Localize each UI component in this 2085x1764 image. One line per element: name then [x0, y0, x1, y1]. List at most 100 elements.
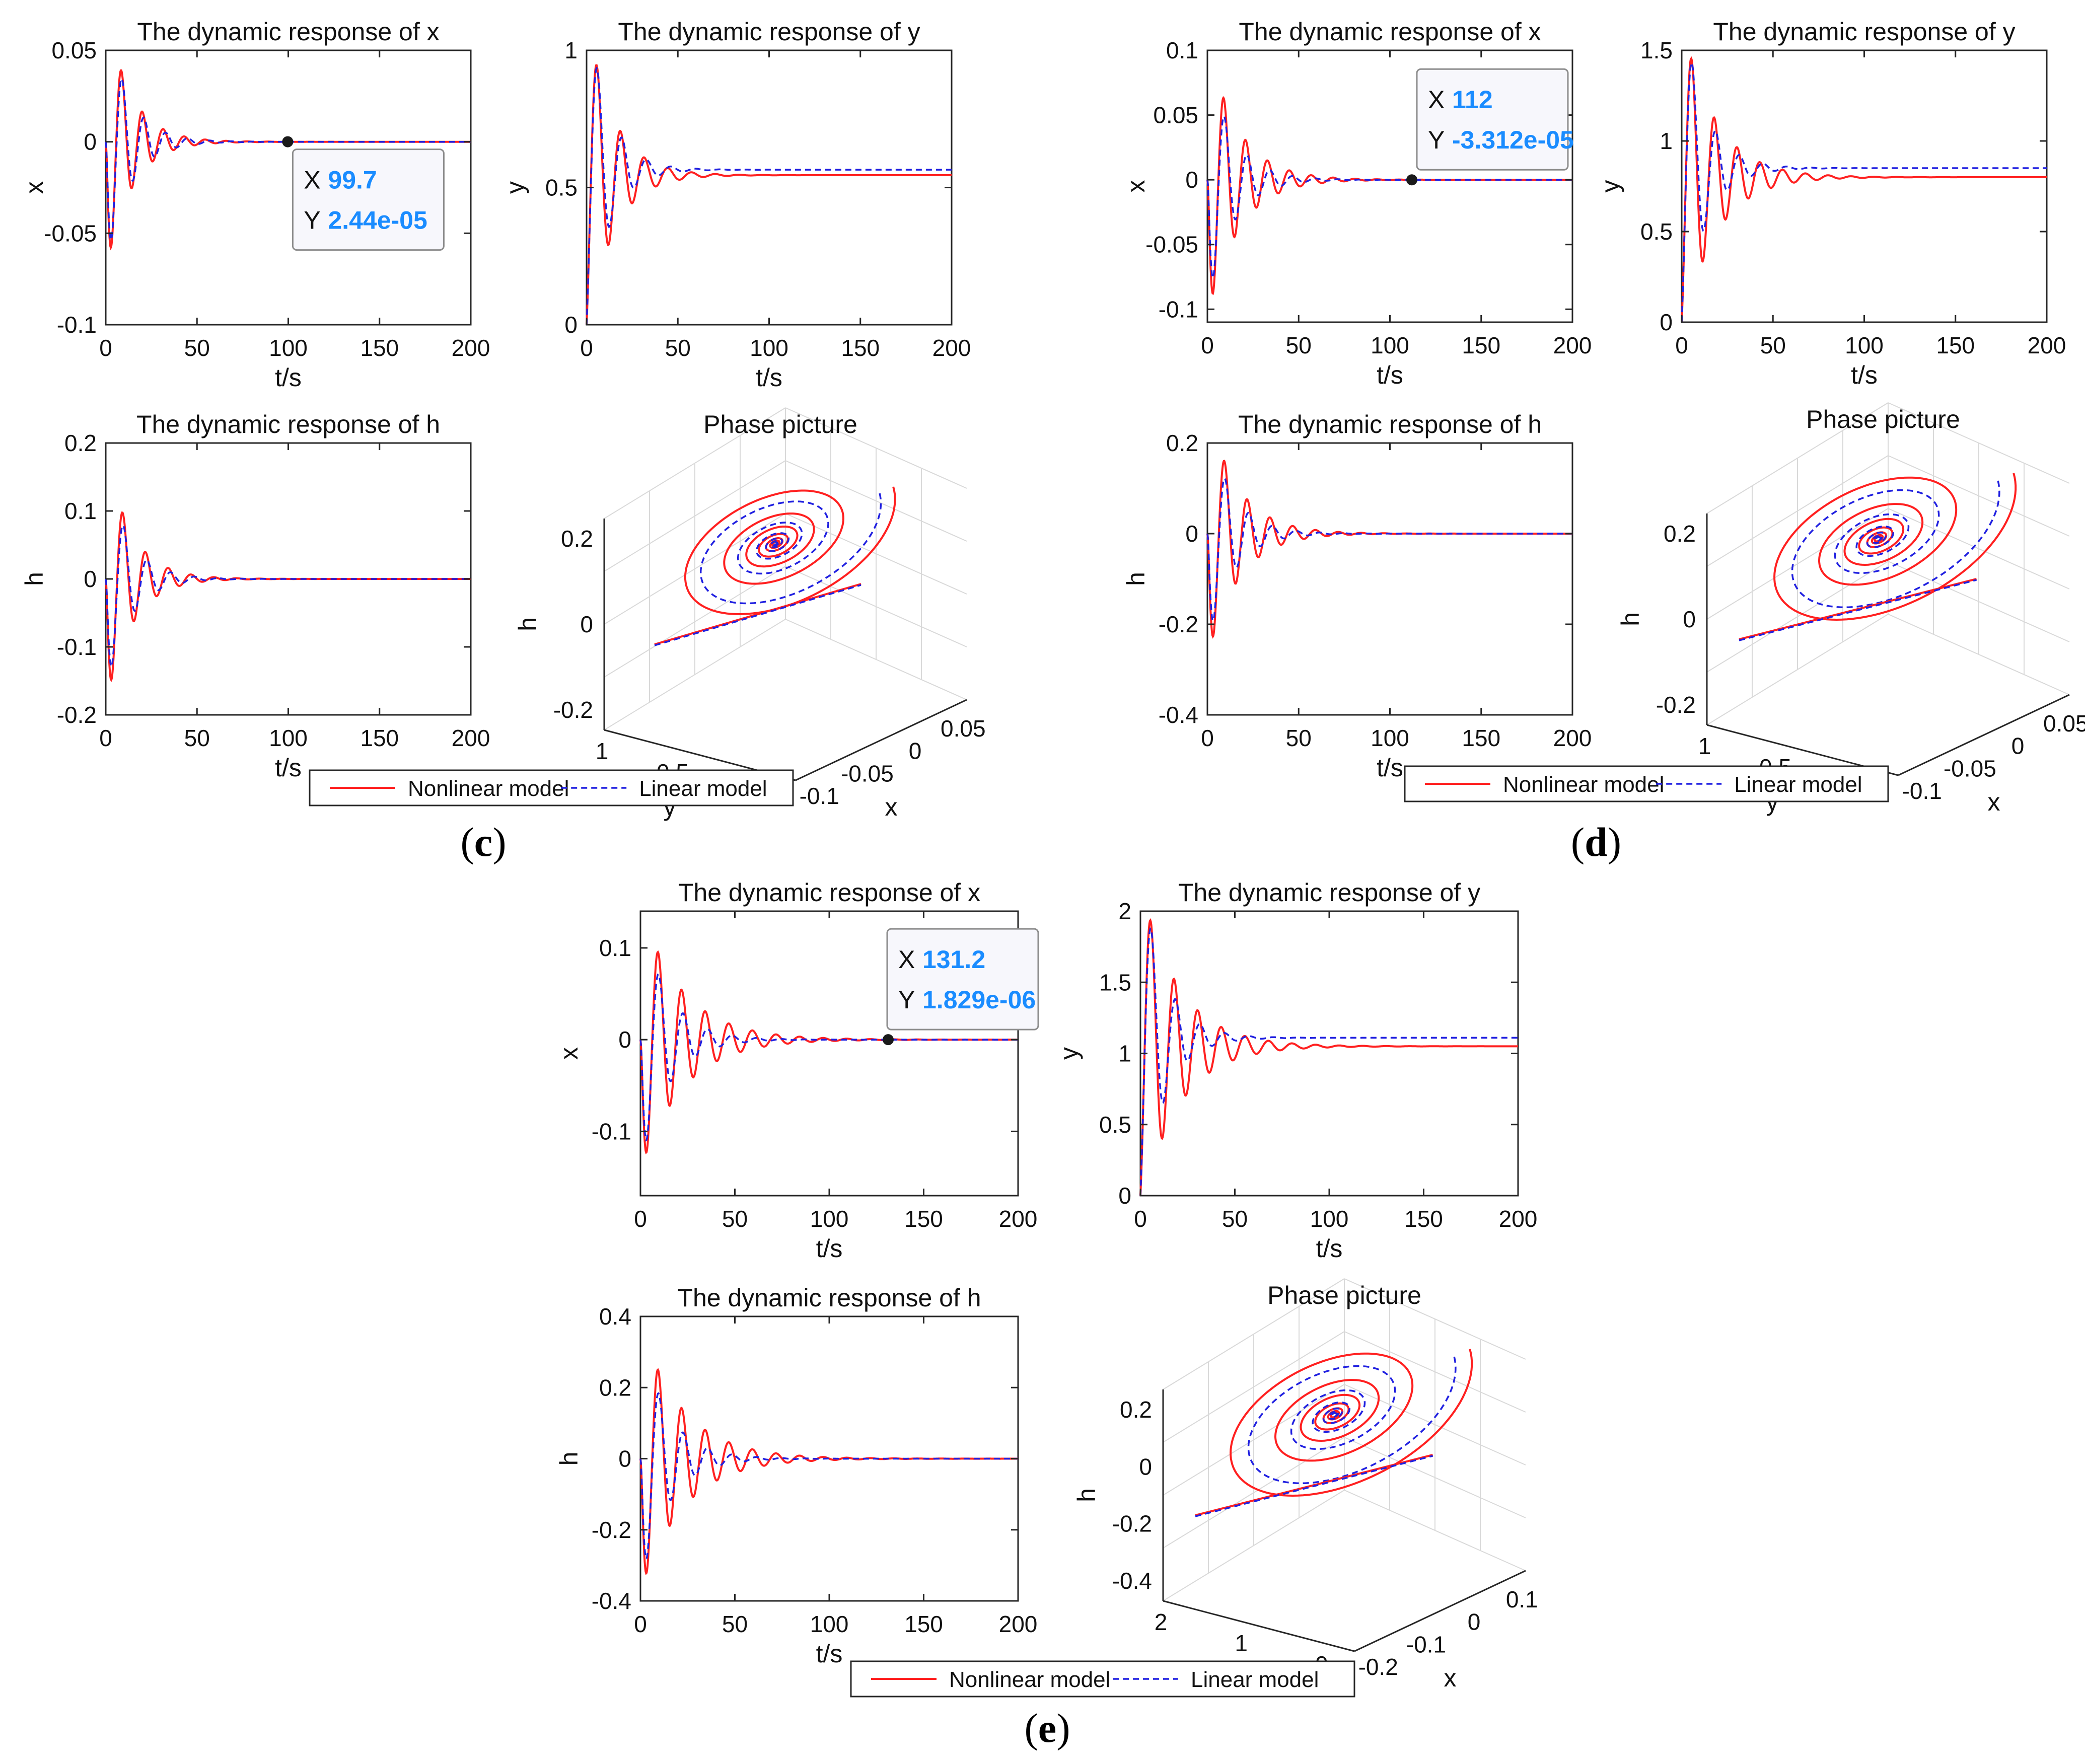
datatip-x-value: 99.7 [328, 166, 377, 194]
y-tick-label: -0.05 [1145, 232, 1198, 258]
x-tick-label: 50 [1286, 725, 1312, 751]
panel-label-e: (e) [1024, 1705, 1070, 1751]
datatip-y-value: -3.312e-05 [1452, 126, 1574, 154]
y-tick-label: 0.5 [1099, 1112, 1131, 1138]
y-tick-label: 0 [1660, 309, 1673, 335]
y-tick-label: 0 [618, 1026, 631, 1053]
series-nonlinear-line [1139, 918, 1518, 1196]
series-nonlinear-line [586, 64, 952, 325]
plot-frame [1139, 910, 1519, 1197]
x-tick-label: 0 [2011, 733, 2025, 759]
series-linear-line [1139, 927, 1518, 1196]
x-axis-label: t/s [1316, 1234, 1343, 1263]
y-tick-label: 0.2 [599, 1374, 631, 1401]
datatip-y-label: Y [304, 206, 320, 235]
x-axis [1354, 1570, 1526, 1652]
y-tick-label: -0.2 [1159, 611, 1198, 637]
phase-linear-line [699, 493, 882, 605]
series-linear-line [1206, 115, 1572, 280]
x-tick-label: 200 [1553, 725, 1592, 751]
x-axis-label: t/s [756, 363, 782, 392]
datatip-x-label: X [304, 166, 320, 194]
x-tick-label: -0.1 [1406, 1631, 1446, 1657]
y-tick-label: 1.5 [1640, 37, 1673, 63]
y-tick-label: 1 [596, 738, 609, 764]
y-tick-label: 0.1 [64, 498, 97, 524]
x-tick-label: 200 [999, 1611, 1038, 1637]
y-tick-label: 1 [1235, 1630, 1248, 1656]
x-tick-label: 200 [452, 335, 490, 361]
y-tick-label: 1 [564, 37, 578, 63]
datatip-y-label: Y [1428, 126, 1445, 154]
y-axis-label: y [1596, 180, 1624, 193]
x-tick-label: 150 [360, 725, 399, 751]
chart-title: The dynamic response of x [137, 18, 439, 46]
z-tick-label: 0 [1683, 606, 1696, 632]
chart-title: The dynamic response of y [1178, 878, 1480, 907]
phase-nonlinear-line [684, 486, 896, 616]
plot-frame [1681, 49, 2048, 323]
y-tick-label: 0 [84, 129, 97, 155]
chart-title: The dynamic response of h [677, 1284, 981, 1312]
x-tick-label: 50 [1286, 332, 1312, 358]
x-axis [795, 699, 967, 781]
x-tick-label: 100 [1371, 725, 1409, 751]
z-tick-label: -0.2 [1656, 692, 1696, 718]
panel-label-paren: ) [1056, 1705, 1070, 1751]
grid-line [1888, 508, 2070, 590]
chart-e-0: 0 50 100 150 200 -0.1 0 0.1 The dynamic response… [555, 878, 1039, 1263]
y-tick-label: 1.5 [1099, 969, 1131, 995]
y-axis-label: h [1122, 572, 1150, 586]
chart-d-1: 0 50 100 150 200 0 0.5 1 1.5 The dynamic response… [1596, 18, 2066, 389]
x-tick-label: -0.1 [1902, 778, 1942, 804]
y-tick-label: 1 [1660, 128, 1673, 154]
x-tick-label: 0 [634, 1611, 647, 1637]
datatip-box [886, 928, 1039, 1031]
chart-c-0: 0 50 100 150 200 -0.1 -0.05 0 0.05 The dynamic re… [20, 18, 490, 392]
x-tick-label: 0 [909, 738, 922, 764]
panel-label-c: (c) [460, 819, 506, 865]
series-linear-line [586, 66, 952, 325]
chart-d-0: 0 50 100 150 200 -0.1 -0.05 0 0.05 0.1 The dynamic… [1122, 18, 1592, 389]
x-tick-label: 100 [1371, 332, 1409, 358]
x-tick-label: 150 [1936, 332, 1975, 358]
z-tick-label: 0.2 [561, 526, 593, 552]
legend-nonlinear-label: Nonlinear model [408, 776, 569, 801]
y-axis-label: x [20, 181, 48, 194]
y-tick-label: 0 [1118, 1183, 1131, 1209]
y-axis-label: x [555, 1047, 583, 1060]
z-tick-label: 0.2 [1664, 521, 1696, 547]
x-tick-label: 0 [1675, 332, 1688, 358]
datatip-marker [1406, 174, 1417, 186]
series-linear-line [639, 1392, 1018, 1561]
series-linear-line [1206, 477, 1572, 623]
datatip-y-value: 1.829e-06 [922, 986, 1036, 1014]
datatip-y-label: Y [898, 986, 915, 1014]
panel-label-paren: ( [1024, 1705, 1038, 1751]
x-tick-label: 0 [99, 335, 112, 361]
y-tick-label: 0.1 [1166, 37, 1198, 63]
phase-nonlinear-tail [1195, 1454, 1433, 1516]
chart-title: The dynamic response of x [678, 878, 980, 907]
x-tick-label: 0 [1201, 725, 1214, 751]
phase-linear-tail [1739, 579, 1977, 641]
x-tick-label: 100 [810, 1206, 849, 1232]
y-tick-label: 0.2 [1166, 430, 1198, 456]
chart-e-2: 0 50 100 150 200 -0.4 -0.2 0 0.2 0.4 The dynamic r… [555, 1284, 1037, 1668]
x-axis-label: x [885, 793, 898, 821]
x-tick-label: 200 [452, 725, 490, 751]
chart-d-2: 0 50 100 150 200 -0.4 -0.2 0 0.2 The dynamic resp… [1122, 410, 1592, 782]
chart-c-1: 0 50 100 150 200 0 0.5 1 The dynamic response of… [501, 18, 971, 392]
grid-line [1888, 455, 2070, 537]
grid-line [1163, 1331, 1345, 1443]
y-tick-label: 1 [1118, 1041, 1131, 1067]
y-tick-label: 0.4 [599, 1303, 631, 1330]
x-tick-label: 0 [1201, 332, 1214, 358]
x-tick-label: 150 [841, 335, 880, 361]
y-tick-label: 1 [1698, 733, 1711, 759]
grid-line [785, 460, 967, 542]
x-tick-label: 150 [1462, 725, 1500, 751]
x-tick-label: 0.05 [941, 715, 986, 742]
phase-e-3: -0.4-0.200.2012-0.2-0.100.1hyxPhase pict… [1072, 1278, 1538, 1692]
z-axis-label: h [514, 617, 542, 631]
